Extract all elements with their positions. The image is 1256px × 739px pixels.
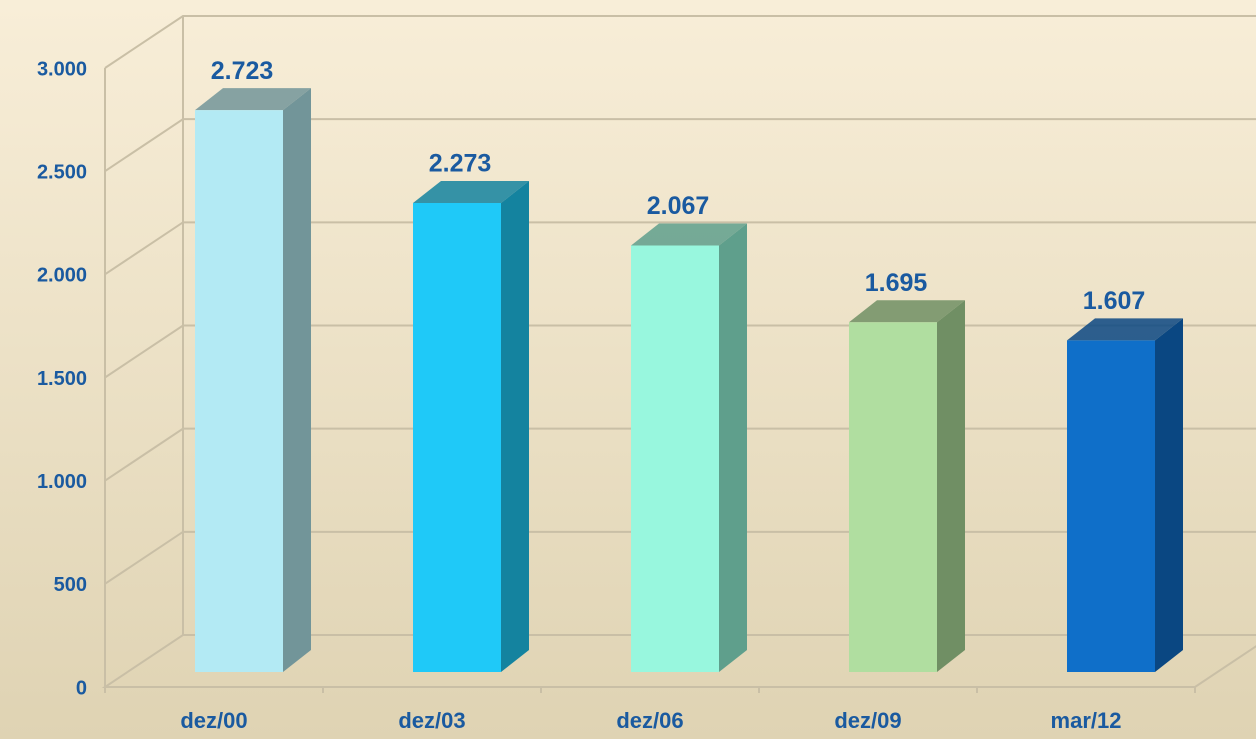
- floor: [101, 634, 1256, 688]
- grid-line: [104, 221, 1256, 276]
- bar-side: [719, 223, 747, 672]
- value-label: 1.695: [865, 269, 928, 297]
- y-tick-label: 1.500: [37, 368, 87, 390]
- x-tick-label: dez/09: [834, 708, 901, 733]
- bar-side: [283, 88, 311, 672]
- bar-top: [631, 223, 747, 246]
- bar: [1067, 340, 1155, 672]
- bar: [631, 245, 719, 672]
- value-label: 2.067: [647, 192, 710, 220]
- bar-top: [849, 300, 965, 323]
- bar-top: [413, 181, 529, 204]
- value-label: 2.273: [429, 150, 492, 178]
- grid-line: [104, 118, 1256, 172]
- value-label: 1.607: [1083, 287, 1146, 315]
- bar: [849, 322, 937, 672]
- x-tick-label: dez/06: [616, 708, 683, 733]
- bar-side: [501, 181, 529, 672]
- y-tick-label: 2.500: [37, 161, 87, 183]
- value-label: 2.723: [211, 57, 274, 85]
- y-tick-label: 2.000: [37, 265, 87, 287]
- x-tick-label: dez/00: [180, 708, 247, 733]
- bar: [195, 110, 283, 672]
- y-tick-label: 1.000: [37, 471, 87, 493]
- y-tick-label: 3.000: [37, 58, 87, 80]
- x-tick-label: mar/12: [1051, 708, 1122, 733]
- x-tick-label: dez/03: [398, 708, 465, 733]
- bar: [413, 203, 501, 672]
- y-tick-label: 0: [76, 677, 87, 699]
- grid-line: [104, 15, 1256, 69]
- bar-top: [1067, 318, 1183, 341]
- bar-top: [195, 88, 311, 111]
- bar-side: [1155, 318, 1183, 672]
- y-tick-label: 500: [54, 574, 87, 596]
- bar-side: [937, 300, 965, 672]
